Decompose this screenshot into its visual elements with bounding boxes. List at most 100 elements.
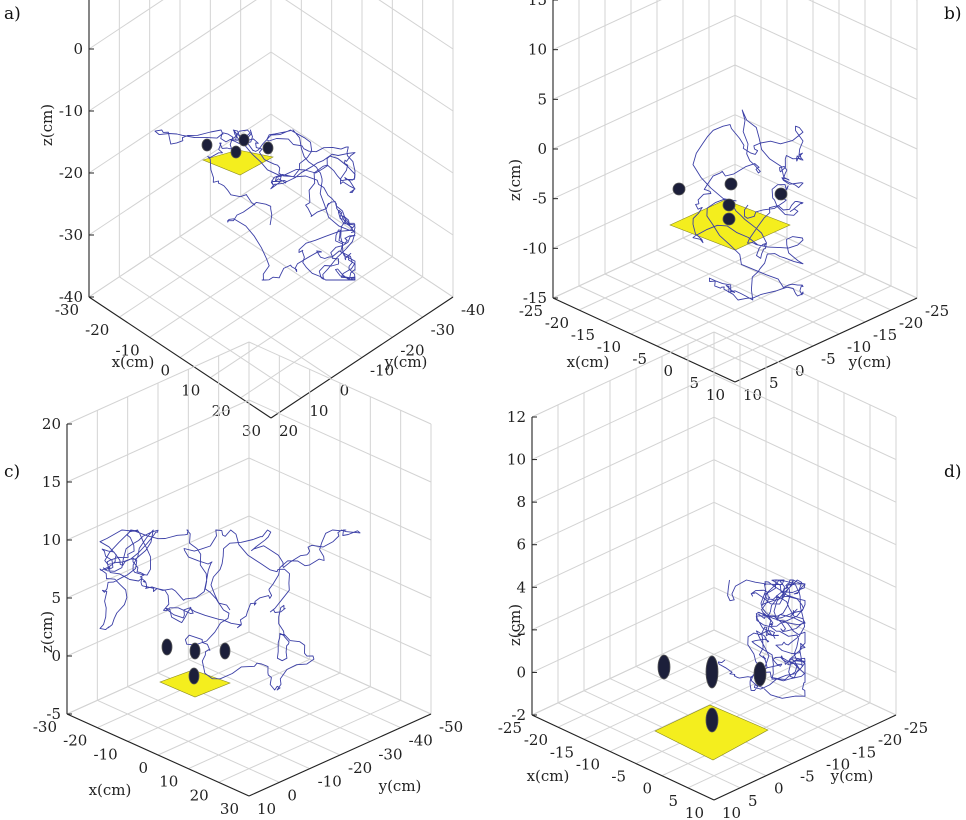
y-tick-label: -10 xyxy=(318,773,342,791)
z-tick-label: 10 xyxy=(507,451,526,469)
floor-gridline xyxy=(682,273,866,359)
y-tick-label: 10 xyxy=(309,402,328,420)
x-tick-label: 20 xyxy=(190,786,209,804)
x-tick-label: 0 xyxy=(642,780,652,798)
y-tick-label: -5 xyxy=(800,768,815,786)
marker-sphere xyxy=(672,182,686,196)
x-tick-label: 10 xyxy=(181,382,200,400)
y-tick-label: 10 xyxy=(257,800,276,818)
marker-sphere xyxy=(189,642,201,660)
z-tick-label: -30 xyxy=(59,226,83,244)
floor-gridline xyxy=(127,686,310,770)
wall-gridline xyxy=(734,163,918,249)
wall-gridline xyxy=(552,163,736,249)
y-tick-label: -25 xyxy=(925,302,949,320)
wall-gridline xyxy=(713,374,897,461)
y-axis-label: y(cm) xyxy=(384,353,428,371)
wall-gridline xyxy=(88,113,272,236)
floor-gridline xyxy=(578,285,762,371)
wall-gridline xyxy=(531,416,715,503)
wall-gridline xyxy=(713,544,897,631)
wall-gridline xyxy=(88,0,164,50)
x-tick-label: 0 xyxy=(663,362,673,380)
wall-gridline xyxy=(808,0,918,51)
x-tick-label: -30 xyxy=(33,718,57,736)
wall-gridline xyxy=(734,114,918,200)
floor-gridline xyxy=(656,249,840,335)
z-tick-label: 10 xyxy=(42,531,61,549)
wall-gridline xyxy=(66,457,250,541)
marker-sphere xyxy=(753,661,767,687)
y-tick-label: -30 xyxy=(378,745,402,763)
x-tick-label: 0 xyxy=(160,362,170,380)
wall-gridline xyxy=(248,631,432,715)
x-tick-label: 0 xyxy=(138,759,148,777)
y-tick-label: -25 xyxy=(904,719,928,737)
marker-sphere xyxy=(188,667,200,685)
z-tick-label: 0 xyxy=(537,140,547,158)
wall-gridline xyxy=(285,0,454,112)
marker-sphere xyxy=(262,141,274,155)
marker-sphere xyxy=(774,187,788,201)
z-tick-label: -2 xyxy=(511,706,526,724)
marker-sphere xyxy=(657,654,671,680)
marker-sphere xyxy=(722,198,736,212)
x-tick-label: 30 xyxy=(242,422,261,440)
y-tick-label: 0 xyxy=(795,362,805,380)
wall-gridline xyxy=(713,586,897,673)
plot-panel-b: 151050-5-10-15-25-20-15-10-50510-25-20-1… xyxy=(506,0,949,404)
wall-gridline xyxy=(713,501,897,588)
wall-gridline xyxy=(531,459,715,546)
x-tick-label: -20 xyxy=(63,732,87,750)
floor-gridline xyxy=(682,237,866,323)
z-tick-label: 6 xyxy=(516,536,526,554)
wall-gridline xyxy=(531,501,715,588)
z-tick-label: -15 xyxy=(523,289,547,307)
wall-gridline xyxy=(270,113,454,236)
floor-gridline xyxy=(97,699,280,783)
x-tick-label: 10 xyxy=(159,773,178,791)
wall-gridline xyxy=(552,14,736,100)
y-axis-line xyxy=(270,296,454,419)
floor-gridline xyxy=(218,645,401,729)
x-tick-label: -25 xyxy=(498,719,522,737)
z-tick-label: 2 xyxy=(516,621,526,639)
x-tick-label: -10 xyxy=(597,338,621,356)
y-tick-label: -10 xyxy=(370,362,394,380)
y-tick-label: 5 xyxy=(748,792,758,810)
floor-gridline xyxy=(179,236,363,358)
plot-panel-d: 121086420-2-25-20-15-10-50510-25-20-15-1… xyxy=(498,331,928,820)
floor-gridline xyxy=(557,702,741,789)
wall-gridline xyxy=(66,515,250,599)
marker-sphere xyxy=(230,145,242,159)
wall-gridline xyxy=(713,331,897,418)
wall-gridline xyxy=(713,459,897,546)
x-tick-label: -20 xyxy=(545,314,569,332)
wall-gridline xyxy=(531,544,715,631)
floor-gridline xyxy=(188,658,371,742)
x-axis-line xyxy=(88,296,272,419)
z-tick-label: 8 xyxy=(516,493,526,511)
x-axis-line xyxy=(552,297,736,383)
z-tick-label: -10 xyxy=(59,102,83,120)
x-tick-label: -25 xyxy=(519,302,543,320)
wall-gridline xyxy=(552,64,736,150)
marker-sphere xyxy=(201,138,213,152)
y-tick-label: 5 xyxy=(769,374,779,392)
y-axis-line xyxy=(734,297,918,383)
floor-gridline xyxy=(583,653,767,740)
floor-gridline xyxy=(630,261,814,347)
z-tick-label: 15 xyxy=(528,0,547,9)
floor-gridline xyxy=(661,653,845,740)
y-axis-line xyxy=(248,713,432,797)
x-tick-label: -20 xyxy=(524,731,548,749)
wall-gridline xyxy=(248,341,432,425)
wall-gridline xyxy=(270,51,454,174)
x-axis-label: x(cm) xyxy=(112,353,155,371)
marker-sphere xyxy=(161,638,173,656)
y-tick-label: -20 xyxy=(400,341,424,359)
panel-letter-b: b) xyxy=(944,4,962,24)
wall-gridline xyxy=(531,331,715,418)
marker-sphere xyxy=(705,655,719,689)
x-tick-label: 10 xyxy=(685,804,704,820)
